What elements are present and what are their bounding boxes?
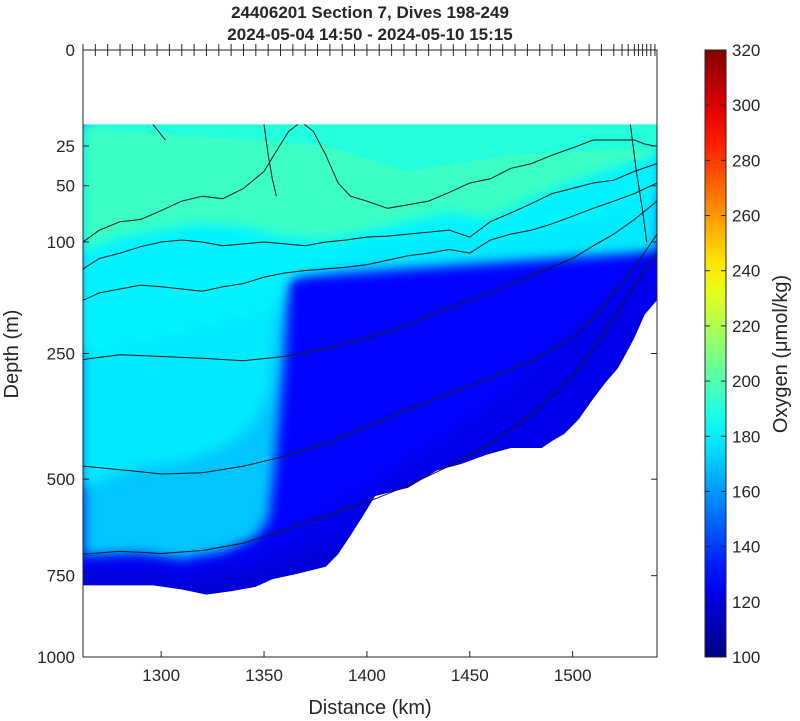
contour-line-c10 [152,123,166,141]
contour-line-c8 [263,124,277,197]
x-tick-label-1350: 1350 [245,666,283,685]
colorbar-tick-label-280: 280 [732,151,760,170]
field-mixed-layer-region [83,124,657,252]
dive-ticks [82,44,657,56]
plot-area [83,50,657,657]
y-tick-label-750: 750 [47,567,75,586]
y-axis-label: Depth (m) [1,310,23,399]
colorbar: 100 120 140 160 180 200 220 240 260 280 300 320 [704,41,760,667]
colorbar-tick-label-120: 120 [732,593,760,612]
colorbar-tick-label-100: 100 [732,648,760,667]
contour-line-c2 [83,163,657,270]
colorbar-tick-label-300: 300 [732,96,760,115]
y-axis: 0 25 50 100 250 500 750 1000 [37,41,657,667]
y-tick-label-250: 250 [47,345,75,364]
field-deep-layer [83,251,657,595]
chart-title-line1: 24406201 Section 7, Dives 198-249 [231,3,509,22]
colorbar-tick-label-260: 260 [732,207,760,226]
y-tick-label-25: 25 [56,137,75,156]
colorbar-gradient [704,49,727,658]
colorbar-tick-label-180: 180 [732,427,760,446]
oxygen-field [83,124,657,657]
no-data-surface-mask [83,50,657,125]
contour-lines [83,121,657,555]
contour-line-c5 [83,233,657,475]
colorbar-tick-label-320: 320 [732,41,760,60]
contour-line-c4 [83,200,657,362]
x-axis: 1300 1350 1400 1450 1500 [142,651,592,685]
contour-line-c9 [629,124,648,243]
y-tick-label-100: 100 [47,233,75,252]
colorbar-tick-label-160: 160 [732,482,760,501]
field-surface-band [83,124,657,172]
contour-line-c3 [83,182,657,301]
x-tick-label-1450: 1450 [451,666,489,685]
colorbar-label: Oxygen (μmol/kg) [770,275,792,433]
y-tick-label-1000: 1000 [37,648,75,667]
x-axis-label: Distance (km) [308,697,431,719]
x-tick-label-1400: 1400 [348,666,386,685]
y-tick-label-500: 500 [47,470,75,489]
contour-line-c6 [83,252,657,555]
x-tick-label-1500: 1500 [554,666,592,685]
chart-title-line2: 2024-05-04 14:50 - 2024-05-10 15:15 [227,25,512,44]
x-tick-label-1300: 1300 [142,666,180,685]
y-tick-label-50: 50 [56,177,75,196]
field-below-bottom-mask [83,300,657,657]
y-tick-label-0: 0 [66,41,75,60]
colorbar-tick-label-240: 240 [732,262,760,281]
contour-line-c1 [83,121,655,243]
colorbar-tick-label-220: 220 [732,317,760,336]
colorbar-tick-label-140: 140 [732,538,760,557]
colorbar-tick-label-200: 200 [732,372,760,391]
